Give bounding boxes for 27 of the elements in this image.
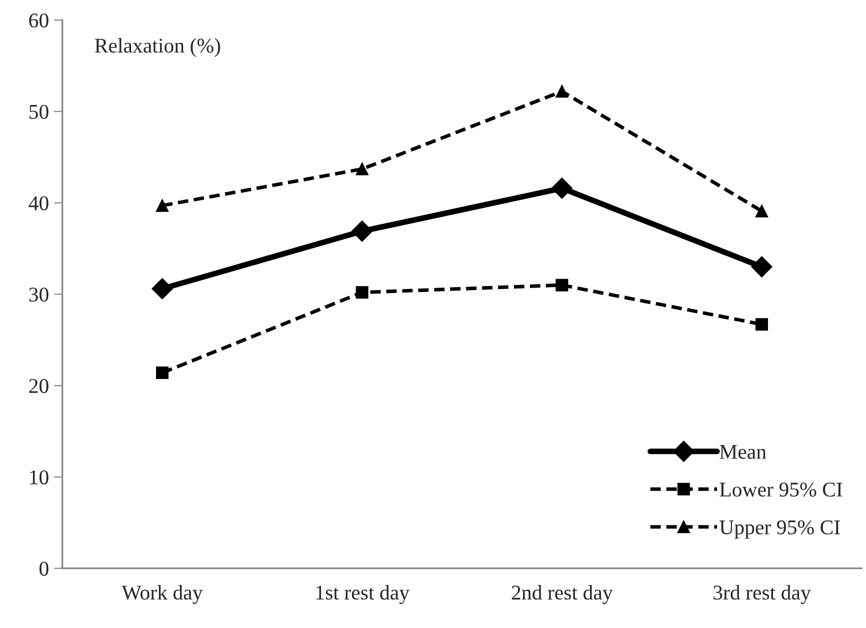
point (551, 178, 572, 199)
y-tick-label: 40 (28, 196, 48, 210)
point (356, 162, 368, 176)
point (156, 366, 169, 380)
point (756, 204, 768, 218)
point (352, 220, 373, 242)
point (751, 256, 772, 278)
x-tick-label: 1st rest day (316, 585, 410, 604)
legend-label: Lower 95% CI (720, 482, 842, 497)
point (356, 286, 368, 299)
legend-label: Mean (720, 445, 766, 459)
y-tick-label: 30 (29, 288, 48, 302)
y-tick-label: 50 (30, 104, 48, 119)
y-tick-label: 0 (40, 562, 48, 576)
point (756, 318, 768, 331)
y-tick-label: 10 (30, 470, 48, 484)
y-tick-label: 20 (29, 378, 48, 394)
x-tick-label: 3rd rest day (714, 585, 811, 604)
x-tick-label: Work day (122, 585, 203, 604)
point (156, 199, 169, 212)
x-tick-label: 2nd rest day (512, 585, 613, 604)
legend-label: Upper 95% CI (720, 520, 840, 539)
point (556, 278, 568, 292)
y-axis-title: Relaxation (%) (94, 38, 220, 57)
y-tick-label: 60 (29, 13, 48, 28)
point (152, 278, 173, 300)
point (556, 85, 568, 98)
